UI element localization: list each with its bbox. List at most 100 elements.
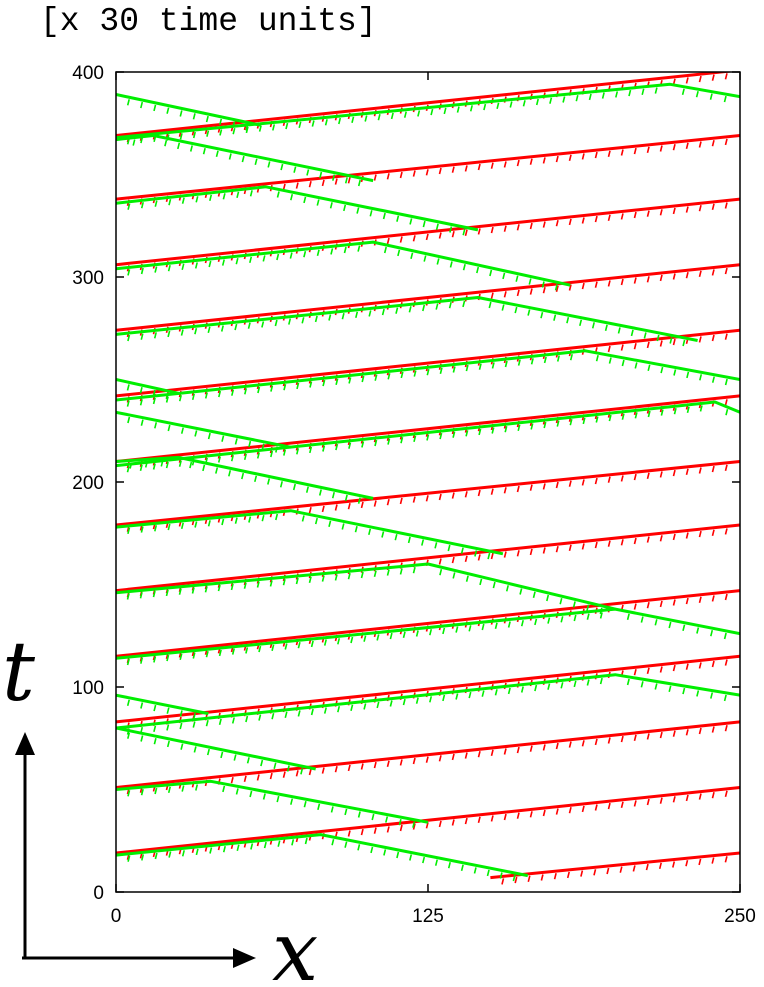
red-hatch-mark [373,827,377,834]
green-hatch-mark [456,106,460,113]
red-hatch-mark [711,726,715,733]
red-hatch-mark [581,282,585,290]
green-hatch-mark [290,798,294,805]
green-hatch-mark [218,718,222,725]
green-hatch-mark [233,754,237,761]
green-hatch-mark [284,711,288,718]
green-hatch-mark [604,324,608,331]
green-hatch-mark [258,645,262,653]
green-hatch-mark [153,656,157,663]
red-hatch-mark [386,499,390,506]
red-hatch-mark [724,659,728,666]
green-hatch-mark [468,691,472,699]
green-hatch-mark [154,852,158,860]
green-hatch-mark [409,218,413,225]
red-hatch-mark [698,662,702,669]
red-hatch-mark [490,292,494,299]
red-hatch-mark [672,730,676,737]
green-hatch-mark [292,483,296,491]
red-hatch-mark [672,796,676,803]
green-hatch-mark [220,751,224,759]
green-hatch-mark [139,387,143,394]
green-hatch-mark [277,840,281,847]
red-hatch-mark [386,237,390,245]
green-hatch-mark [207,326,211,333]
green-hatch-mark [126,593,130,600]
green-hatch-mark [153,704,157,712]
red-hatch-mark [711,660,715,668]
green-hatch-mark [668,685,672,692]
red-hatch-mark [542,483,546,490]
green-hatch-mark [202,148,206,155]
green-trajectory-15 [116,726,317,771]
green-hatch-mark [205,115,209,123]
green-hatch-mark [628,89,632,97]
green-hatch-mark [553,314,557,321]
green-hatch-mark [219,129,223,136]
red-hatch-mark [501,878,505,885]
green-trajectory-16 [116,693,209,716]
green-hatch-mark [231,717,235,724]
green-hatch-mark [141,854,145,861]
red-hatch-mark [711,792,715,799]
green-hatch-mark [543,421,547,429]
red-hatch-mark [633,537,637,545]
green-hatch-mark [267,478,271,485]
green-hatch-mark [335,443,339,451]
red-hatch-mark [633,603,637,610]
red-hatch-mark [724,856,728,863]
green-hatch-mark [241,155,245,163]
green-hatch-mark [310,640,314,648]
green-hatch-mark [194,521,198,528]
green-hatch-mark [222,785,226,793]
red-hatch-mark [464,817,468,825]
red-hatch-mark [594,281,598,288]
green-trajectory-24 [116,240,571,287]
green-hatch-mark [305,486,309,493]
green-hatch-mark [520,620,524,627]
red-trajectory-6 [116,460,740,527]
green-hatch-mark [139,592,143,599]
green-hatch-mark [430,108,434,116]
green-hatch-mark [231,648,235,655]
green-hatch-mark [206,748,210,756]
green-hatch-mark [517,359,521,366]
green-hatch-mark [487,552,491,560]
green-hatch-mark [274,319,278,327]
green-hatch-mark [165,396,169,403]
red-hatch-mark [594,477,598,485]
y-tick-label: 0 [93,883,104,904]
red-trajectory-11 [116,134,740,201]
green-hatch-mark [488,301,492,309]
time-units-label: [x 30 time units] [40,3,377,40]
green-hatch-mark [682,624,686,631]
green-hatch-mark [465,364,469,372]
green-hatch-mark [465,575,469,582]
red-hatch-mark [646,210,650,217]
green-hatch-mark [303,251,307,258]
green-trajectory-18 [116,562,616,611]
green-hatch-mark [245,647,249,654]
red-hatch-mark [698,858,702,866]
y-axis-label: t [2,625,36,720]
green-hatch-mark [512,874,516,882]
red-hatch-mark [659,145,663,152]
green-trajectory-14 [116,779,429,824]
green-hatch-mark [323,639,327,646]
green-hatch-mark [364,115,368,122]
green-hatch-mark [504,426,508,433]
green-hatch-mark [319,171,323,179]
green-hatch-mark [507,687,511,695]
green-hatch-mark [314,315,318,323]
green-hatch-mark [193,746,197,753]
red-hatch-mark [698,75,702,83]
green-hatch-mark [474,550,478,557]
green-hatch-mark [181,785,185,792]
green-hatch-mark [549,97,553,104]
red-hatch-mark [685,663,689,670]
red-hatch-mark [321,505,325,513]
green-hatch-mark [442,627,446,635]
red-hatch-mark [632,865,636,872]
green-hatch-mark [231,389,235,396]
red-hatch-mark [672,207,676,215]
